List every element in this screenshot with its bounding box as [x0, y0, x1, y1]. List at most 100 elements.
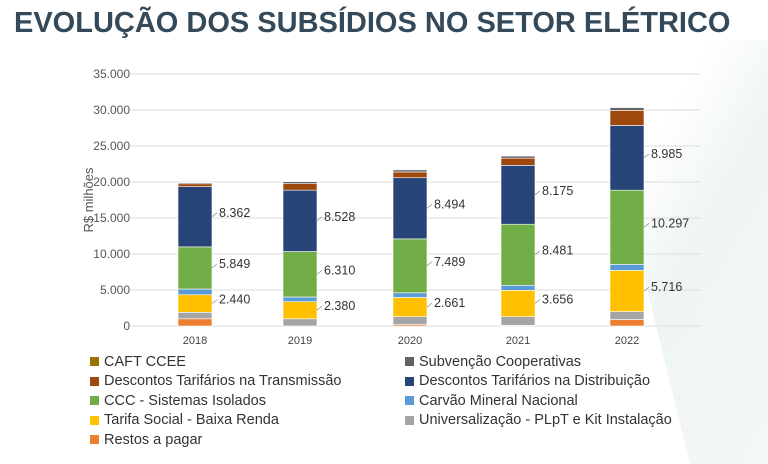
label-leader	[426, 261, 433, 267]
bar-segment	[500, 165, 536, 225]
legend-label: Restos a pagar	[104, 431, 203, 448]
x-tick-label: 2018	[183, 335, 207, 347]
data-label: 2.440	[219, 293, 250, 307]
label-leader	[534, 190, 541, 196]
bar-segment	[177, 183, 213, 187]
legend-item: Descontos Tarifários na Distribuição	[405, 372, 672, 392]
legend-label: Descontos Tarifários na Distribuição	[419, 373, 651, 390]
bar-segment	[392, 177, 428, 240]
legend-swatch	[90, 435, 99, 445]
legend-item: CCC - Sistemas Isolados	[90, 391, 341, 411]
legend-left: CAFT CCEE Descontos Tarifários na Transmi…	[90, 352, 341, 450]
y-tick-label: 15.000	[93, 211, 130, 225]
legend-label: CCC - Sistemas Isolados	[104, 392, 266, 409]
legend-swatch	[90, 357, 99, 367]
data-label: 8.175	[542, 184, 573, 198]
bar-segment	[392, 238, 428, 294]
legend-swatch	[405, 415, 414, 425]
bar-segment	[177, 294, 213, 313]
data-label: 8.985	[651, 147, 682, 161]
data-label: 7.489	[434, 255, 465, 269]
bar-segment	[282, 251, 318, 298]
bar-segment	[609, 125, 645, 191]
legend-item: Carvão Mineral Nacional	[405, 391, 672, 411]
bar-segment	[392, 297, 428, 317]
label-leader	[643, 222, 650, 228]
legend-swatch	[405, 357, 414, 367]
data-label: 6.310	[324, 263, 355, 277]
label-leader	[316, 305, 323, 311]
legend-right: Subvenção Cooperativas Descontos Tarifári…	[405, 352, 672, 430]
data-label: 3.656	[542, 292, 573, 306]
data-label: 2.380	[324, 299, 355, 313]
bar-segment	[282, 318, 318, 327]
legend-label: CAFT CCEE	[104, 353, 186, 370]
label-leader	[643, 286, 650, 292]
bar-segment	[609, 189, 645, 265]
label-leader	[211, 212, 218, 218]
label-leader	[211, 263, 218, 269]
bar-segment	[282, 296, 318, 302]
legend-item: Universalização - PLpT e Kit Instalação	[405, 411, 672, 431]
label-leader	[534, 250, 541, 256]
bar-segment	[609, 110, 645, 126]
legend-item: CAFT CCEE	[90, 352, 341, 372]
page-title: EVOLUÇÃO DOS SUBSÍDIOS NO SETOR ELÉTRICO	[14, 7, 731, 39]
data-label: 5.716	[651, 280, 682, 294]
legend-label: Subvenção Cooperativas	[419, 353, 582, 370]
bar-segment	[609, 319, 645, 327]
data-label: 8.362	[219, 206, 250, 220]
y-tick-label: 25.000	[93, 139, 130, 153]
legend-swatch	[405, 376, 414, 386]
data-label: 8.528	[324, 210, 355, 224]
bar-segment	[609, 311, 645, 320]
bar-segment	[282, 183, 318, 191]
legend-label: Descontos Tarifários na Transmissão	[104, 373, 342, 390]
bar-segment	[282, 181, 318, 184]
x-tick-label: 2020	[398, 335, 422, 347]
label-leader	[316, 216, 323, 222]
y-axis-label: R$ milhões	[81, 167, 96, 233]
legend-item: Tarifa Social - Baixa Renda	[90, 411, 341, 431]
legend-item: Descontos Tarifários na Transmissão	[90, 372, 341, 392]
y-tick-label: 0	[123, 319, 130, 333]
legend-swatch	[405, 396, 414, 406]
bar-segment	[500, 157, 536, 166]
bar-segment	[500, 155, 536, 159]
x-tick-label: 2021	[506, 335, 530, 347]
label-leader	[534, 299, 541, 304]
bar-segment	[282, 189, 318, 252]
data-label: 5.849	[219, 257, 250, 271]
bar-segment	[500, 316, 536, 326]
bar-segment	[609, 270, 645, 312]
y-tick-label: 35.000	[93, 67, 130, 81]
label-leader	[316, 269, 323, 275]
bar-segment	[392, 171, 428, 179]
bar-segment	[500, 284, 536, 291]
data-label: 8.481	[542, 244, 573, 258]
y-tick-label: 10.000	[93, 247, 130, 261]
bar-segment	[392, 316, 428, 325]
bar-segment	[392, 292, 428, 298]
label-leader	[426, 203, 433, 209]
label-leader	[643, 153, 650, 159]
data-label: 2.661	[434, 296, 465, 310]
bar-segment	[177, 288, 213, 296]
bar-segment	[500, 223, 536, 286]
y-tick-label: 20.000	[93, 175, 130, 189]
legend-label: Tarifa Social - Baixa Renda	[104, 412, 279, 429]
bar-segment	[609, 264, 645, 271]
bar-segment	[392, 169, 428, 173]
legend-item: Restos a pagar	[90, 430, 341, 450]
bar-segment	[282, 301, 318, 320]
data-label: 10.297	[651, 216, 689, 230]
bar-segment	[177, 186, 213, 248]
label-leader	[211, 299, 218, 304]
x-tick-label: 2019	[288, 335, 312, 347]
legend-label: Carvão Mineral Nacional	[419, 392, 578, 409]
legend-item: Subvenção Cooperativas	[405, 352, 672, 372]
legend-swatch	[90, 376, 99, 386]
bar-segment	[609, 107, 645, 111]
legend-label: Universalização - PLpT e Kit Instalação	[419, 412, 672, 429]
